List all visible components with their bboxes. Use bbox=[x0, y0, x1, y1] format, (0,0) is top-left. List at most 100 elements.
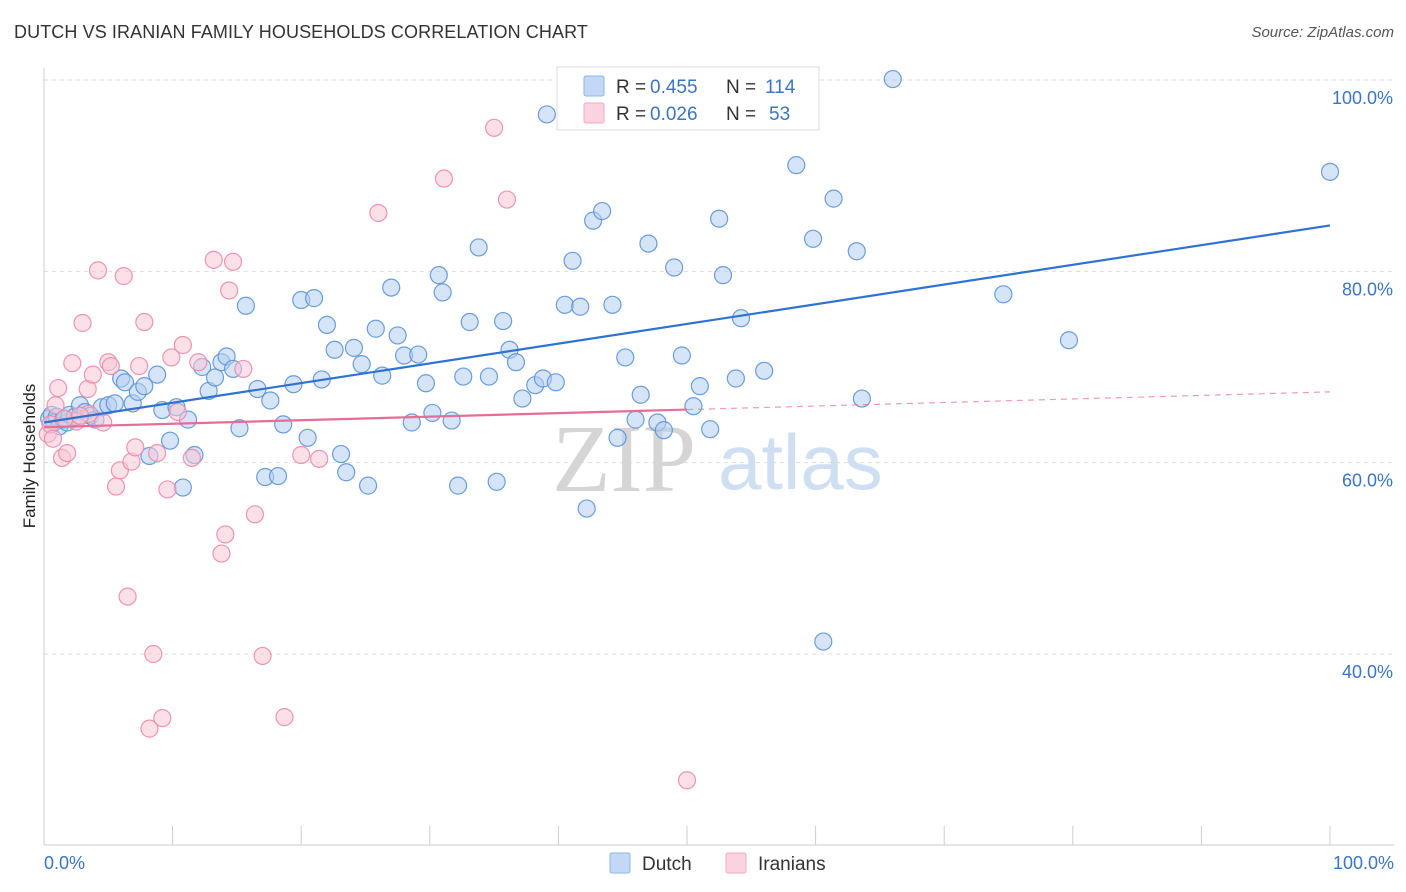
dutch-point bbox=[460, 312, 479, 332]
iranians-point bbox=[118, 587, 137, 606]
iranians-point bbox=[434, 169, 454, 188]
dutch-point bbox=[710, 209, 729, 228]
iranians-point bbox=[135, 312, 154, 332]
y-tick-label: 40.0% bbox=[1342, 662, 1393, 682]
dutch-point bbox=[803, 229, 823, 248]
dutch-point bbox=[388, 326, 407, 345]
iranians-trend-extension bbox=[686, 391, 1331, 411]
dutch-point bbox=[382, 278, 401, 297]
dutch-point bbox=[639, 234, 658, 253]
dutch-point bbox=[205, 368, 225, 387]
dutch-point bbox=[654, 421, 673, 440]
iranians-n-value: 53 bbox=[769, 104, 790, 125]
iranians-point bbox=[310, 449, 329, 468]
dutch-point bbox=[814, 632, 833, 651]
dutch-point bbox=[577, 499, 596, 518]
legend-iranians-label: Iranians bbox=[758, 854, 826, 875]
dutch-point bbox=[442, 411, 461, 430]
dutch-point bbox=[537, 105, 556, 124]
iranians-point bbox=[63, 354, 82, 373]
dutch-point bbox=[433, 283, 452, 302]
dutch-point bbox=[135, 377, 154, 396]
legend-iranians-swatch bbox=[725, 852, 747, 874]
iranians-point bbox=[292, 445, 311, 465]
source-label: Source: ZipAtlas.com bbox=[1251, 24, 1394, 41]
series-legend: Dutch Iranians bbox=[609, 852, 826, 875]
legend-dutch-label: Dutch bbox=[642, 854, 692, 875]
dutch-point bbox=[1320, 162, 1340, 181]
dutch-point bbox=[268, 466, 288, 486]
dutch-point bbox=[852, 389, 871, 408]
x-tick-label-min: 0.0% bbox=[44, 853, 85, 873]
dutch-point bbox=[337, 463, 356, 482]
dutch-point bbox=[672, 346, 691, 365]
iranians-point bbox=[173, 335, 192, 355]
dutch-point bbox=[726, 369, 745, 388]
iranians-point bbox=[253, 646, 272, 666]
legend-dutch-swatch bbox=[609, 852, 631, 874]
dutch-point bbox=[366, 319, 385, 338]
iranians-swatch bbox=[583, 102, 605, 124]
dutch-r-value: 0.455 bbox=[650, 77, 698, 98]
dutch-n-label: N = bbox=[726, 77, 756, 98]
watermark-zip: ZIP bbox=[552, 405, 696, 512]
iranians-point bbox=[212, 544, 231, 563]
iranians-n-label: N = bbox=[726, 104, 756, 125]
iranians-point bbox=[168, 402, 187, 422]
dutch-point bbox=[236, 296, 256, 315]
iranians-point bbox=[204, 250, 223, 269]
iranians-point bbox=[220, 281, 239, 300]
dutch-point bbox=[105, 394, 124, 413]
stats-legend: R = 0.455 N = 114 R = 0.026 N = 53 bbox=[556, 66, 820, 131]
iranians-trend-line bbox=[43, 408, 688, 429]
iranians-point bbox=[216, 525, 235, 544]
iranians-r-value: 0.026 bbox=[650, 104, 698, 125]
dutch-point bbox=[352, 355, 371, 374]
iranians-point bbox=[106, 477, 126, 496]
dutch-point bbox=[513, 389, 532, 408]
dutch-point bbox=[665, 258, 684, 277]
dutch-point bbox=[571, 297, 590, 316]
iranians-point bbox=[73, 313, 92, 333]
iranians-point bbox=[144, 644, 163, 664]
iranians-point bbox=[182, 448, 201, 467]
iranians-point bbox=[153, 708, 172, 728]
dutch-swatch bbox=[583, 75, 605, 97]
iranians-point bbox=[126, 438, 145, 457]
dutch-point bbox=[469, 238, 488, 257]
dutch-point bbox=[563, 251, 582, 270]
dutch-point bbox=[160, 431, 180, 450]
dutch-point bbox=[454, 367, 473, 386]
dutch-point bbox=[298, 428, 317, 447]
dutch-point bbox=[487, 472, 506, 491]
dutch-point bbox=[423, 403, 442, 423]
dutch-point bbox=[317, 315, 337, 335]
watermark-atlas: atlas bbox=[718, 418, 883, 506]
iranians-point bbox=[189, 353, 208, 372]
iranians-point bbox=[497, 190, 517, 209]
dutch-point bbox=[304, 289, 324, 308]
dutch-point bbox=[409, 345, 428, 364]
dutch-point bbox=[883, 69, 902, 89]
iranians-point bbox=[49, 378, 68, 398]
dutch-point bbox=[148, 365, 167, 384]
dutch-point bbox=[684, 397, 703, 416]
data-points bbox=[38, 69, 1340, 790]
iranians-point bbox=[223, 252, 243, 271]
dutch-point bbox=[479, 367, 499, 386]
iranians-point bbox=[83, 365, 102, 384]
dutch-point bbox=[325, 340, 344, 359]
y-tick-label: 60.0% bbox=[1342, 471, 1393, 491]
dutch-point bbox=[230, 419, 249, 438]
dutch-point bbox=[626, 410, 645, 429]
iranians-point bbox=[114, 267, 133, 286]
x-tick-label-max: 100.0% bbox=[1333, 853, 1394, 873]
series-iranians-points bbox=[38, 118, 697, 790]
iranians-point bbox=[485, 118, 504, 137]
dutch-point bbox=[701, 420, 720, 439]
dutch-point bbox=[755, 361, 774, 380]
iranians-point bbox=[369, 203, 388, 223]
iranians-point bbox=[234, 359, 253, 379]
dutch-point bbox=[824, 189, 843, 208]
